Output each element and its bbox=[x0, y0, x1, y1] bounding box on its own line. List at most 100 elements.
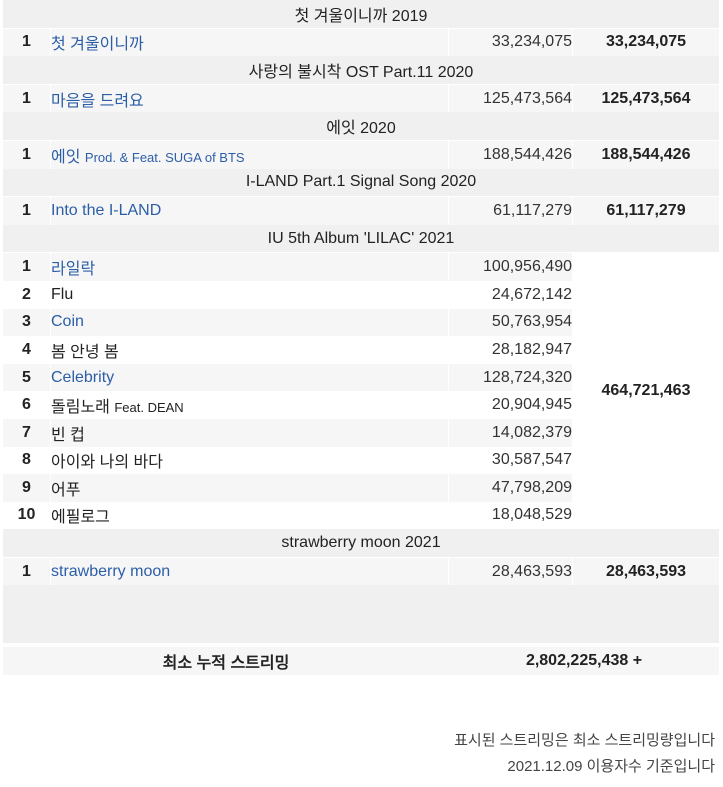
track-feat: Feat. DEAN bbox=[114, 400, 184, 416]
footnotes: 표시된 스트리밍은 최소 스트리밍량입니다 2021.12.09 이용자수 기준… bbox=[454, 728, 715, 780]
track-name-cell: Celebrity bbox=[51, 363, 449, 392]
track-row: 1 에잇 Prod. & Feat. SUGA of BTS 188,544,426… bbox=[3, 140, 719, 169]
track-streams: 50,763,954 bbox=[449, 308, 573, 337]
track-rank: 2 bbox=[3, 280, 51, 309]
track-title-link[interactable]: 에잇 bbox=[51, 148, 81, 166]
track-row: 10 에필로그 18,048,529 bbox=[3, 501, 719, 530]
track-title: 돌림노래 bbox=[51, 399, 110, 417]
track-rank: 3 bbox=[3, 308, 51, 337]
track-rank: 7 bbox=[3, 418, 51, 447]
album-header: strawberry moon 2021 bbox=[3, 529, 719, 558]
track-title-link[interactable]: 마음을 드려요 bbox=[51, 92, 144, 110]
track-feat: Prod. & Feat. SUGA of BTS bbox=[84, 149, 245, 165]
track-title: Flu bbox=[51, 285, 74, 303]
album-total: 28,463,593 bbox=[573, 557, 719, 586]
album-header: I-LAND Part.1 Signal Song 2020 bbox=[3, 168, 719, 198]
track-streams: 188,544,426 bbox=[449, 140, 573, 169]
track-name-cell: 돌림노래 Feat. DEAN bbox=[51, 391, 449, 419]
track-streams: 128,724,320 bbox=[449, 363, 573, 392]
track-title-link[interactable]: 첫 겨울이니까 bbox=[51, 36, 144, 54]
album-header: 사랑의 불시착 OST Part.11 2020 bbox=[3, 56, 719, 85]
track-streams: 20,904,945 bbox=[449, 391, 573, 419]
track-title-link[interactable]: 라일락 bbox=[51, 261, 96, 279]
album-total: 464,721,463 bbox=[573, 253, 719, 530]
track-streams: 61,117,279 bbox=[449, 197, 573, 225]
album-total: 61,117,279 bbox=[573, 197, 719, 225]
track-title-link[interactable]: Celebrity bbox=[51, 368, 115, 386]
track-streams: 30,587,547 bbox=[449, 446, 573, 475]
track-name-cell: 에필로그 bbox=[51, 501, 449, 530]
track-row: 1 strawberry moon 28,463,593 28,463,593 bbox=[3, 557, 719, 586]
track-name-cell: 어푸 bbox=[51, 474, 449, 502]
album-total: 188,544,426 bbox=[573, 140, 719, 169]
album-header-row: I-LAND Part.1 Signal Song 2020 bbox=[3, 168, 719, 198]
spacer-row bbox=[3, 585, 719, 644]
track-name-cell: Flu bbox=[51, 280, 449, 309]
track-rank: 8 bbox=[3, 446, 51, 475]
track-streams: 125,473,564 bbox=[449, 84, 573, 113]
track-title: 빈 컵 bbox=[51, 426, 85, 444]
summary-value: 2,802,225,438 + bbox=[449, 647, 719, 676]
track-row: 9 어푸 47,798,209 bbox=[3, 474, 719, 502]
track-rank: 10 bbox=[3, 501, 51, 530]
track-row: 1 마음을 드려요 125,473,564 125,473,564 bbox=[3, 84, 719, 113]
track-rank: 5 bbox=[3, 363, 51, 392]
track-rank: 6 bbox=[3, 391, 51, 419]
album-header-row: 사랑의 불시착 OST Part.11 2020 bbox=[3, 56, 719, 85]
album-header-row: IU 5th Album 'LILAC' 2021 bbox=[3, 224, 719, 254]
album-total: 33,234,075 bbox=[573, 28, 719, 57]
track-name-cell: 에잇 Prod. & Feat. SUGA of BTS bbox=[51, 140, 449, 169]
track-name-cell: 라일락 bbox=[51, 253, 449, 281]
track-row: 5 Celebrity 128,724,320 bbox=[3, 363, 719, 392]
streaming-table: 첫 겨울이니까 2019 1 첫 겨울이니까 33,234,075 33,234,075… bbox=[3, 0, 719, 676]
footnote-date: 2021.12.09 이용자수 기준입니다 bbox=[507, 758, 715, 775]
track-rank: 1 bbox=[3, 140, 51, 169]
track-rank: 1 bbox=[3, 197, 51, 225]
track-title: 아이와 나의 바다 bbox=[51, 454, 163, 472]
track-name-cell: strawberry moon bbox=[51, 557, 449, 586]
track-streams: 24,672,142 bbox=[449, 280, 573, 309]
track-rank: 1 bbox=[3, 557, 51, 586]
track-streams: 28,463,593 bbox=[449, 557, 573, 586]
track-row: 2 Flu 24,672,142 bbox=[3, 280, 719, 309]
album-header-row: 첫 겨울이니까 2019 bbox=[3, 0, 719, 29]
track-rank: 9 bbox=[3, 474, 51, 502]
album-header: 첫 겨울이니까 2019 bbox=[3, 0, 719, 29]
summary-label: 최소 누적 스트리밍 bbox=[3, 647, 449, 676]
footnote-minimum: 표시된 스트리밍은 최소 스트리밍량입니다 bbox=[454, 732, 715, 749]
track-title-link[interactable]: Coin bbox=[51, 313, 84, 331]
album-header: IU 5th Album 'LILAC' 2021 bbox=[3, 224, 719, 254]
track-rank: 1 bbox=[3, 253, 51, 281]
track-name-cell: 아이와 나의 바다 bbox=[51, 446, 449, 475]
track-streams: 18,048,529 bbox=[449, 501, 573, 530]
track-streams: 33,234,075 bbox=[449, 28, 573, 57]
streaming-table-body: 첫 겨울이니까 2019 1 첫 겨울이니까 33,234,075 33,234,075… bbox=[3, 0, 719, 586]
track-row: 3 Coin 50,763,954 bbox=[3, 308, 719, 337]
track-name-cell: 첫 겨울이니까 bbox=[51, 28, 449, 57]
track-rank: 4 bbox=[3, 336, 51, 364]
track-title: 에필로그 bbox=[51, 509, 110, 527]
track-row: 1 라일락 100,956,490 464,721,463 bbox=[3, 253, 719, 530]
album-header-row: 에잇 2020 bbox=[3, 112, 719, 141]
track-row: 1 Into the I-LAND 61,117,279 61,117,279 bbox=[3, 197, 719, 225]
track-name-cell: 마음을 드려요 bbox=[51, 84, 449, 113]
track-title: 어푸 bbox=[51, 481, 81, 499]
streaming-table-sheet: 첫 겨울이니까 2019 1 첫 겨울이니까 33,234,075 33,234,075… bbox=[3, 0, 719, 775]
summary-section: 최소 누적 스트리밍 2,802,225,438 + bbox=[3, 585, 719, 676]
track-title-link[interactable]: strawberry moon bbox=[51, 562, 171, 580]
track-streams: 100,956,490 bbox=[449, 253, 573, 281]
gap-row bbox=[3, 643, 719, 648]
album-header: 에잇 2020 bbox=[3, 112, 719, 141]
track-row: 6 돌림노래 Feat. DEAN 20,904,945 bbox=[3, 391, 719, 419]
track-title-link[interactable]: Into the I-LAND bbox=[51, 201, 162, 219]
track-title: 봄 안녕 봄 bbox=[51, 343, 119, 361]
track-streams: 28,182,947 bbox=[449, 336, 573, 364]
track-name-cell: Coin bbox=[51, 308, 449, 337]
summary-row: 최소 누적 스트리밍 2,802,225,438 + bbox=[3, 647, 719, 676]
track-name-cell: 봄 안녕 봄 bbox=[51, 336, 449, 364]
track-streams: 14,082,379 bbox=[449, 418, 573, 447]
track-name-cell: Into the I-LAND bbox=[51, 197, 449, 225]
